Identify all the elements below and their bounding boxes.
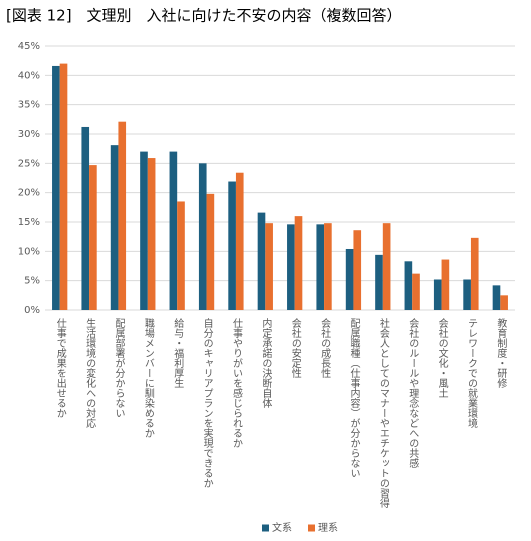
bar	[89, 165, 97, 310]
bar	[265, 223, 273, 310]
bar	[441, 259, 450, 310]
x-tick-label: 教育制度・研修	[495, 317, 507, 389]
y-tick-label: 0%	[24, 305, 40, 316]
bar	[412, 273, 420, 310]
x-tick-label: 仕事やりがいを感じられるか	[230, 317, 242, 448]
bar	[287, 224, 295, 310]
y-tick-label: 15%	[18, 217, 40, 228]
bar	[353, 230, 362, 310]
bar	[81, 126, 90, 311]
bar	[177, 201, 185, 310]
bar	[316, 224, 325, 310]
x-tick-label: 自分のキャリアプランを実現できるか	[201, 317, 213, 488]
x-tick-label: 社会人としてのマナーやエチケットの習得	[377, 317, 389, 508]
legend-swatch	[308, 524, 315, 532]
bar	[324, 223, 332, 310]
x-tick-label: 仕事で成果を出せるか	[54, 317, 66, 418]
bar	[500, 295, 508, 310]
x-tick-label: 会社の安定性	[289, 317, 301, 379]
bar	[118, 121, 127, 311]
x-tick-label: 給与・福利厚生	[172, 317, 184, 388]
chart-title: [図表 12] 文理別 入社に向けた不安の内容（複数回答）	[6, 7, 402, 25]
bar	[433, 279, 442, 310]
legend-swatch	[262, 524, 269, 532]
bar	[52, 65, 60, 311]
y-tick-label: 10%	[18, 246, 40, 257]
bar	[198, 163, 207, 310]
bar	[110, 145, 119, 310]
y-tick-label: 45%	[18, 41, 40, 52]
bar	[470, 237, 479, 310]
legend-label: 文系	[272, 521, 292, 534]
y-tick-label: 30%	[18, 129, 40, 140]
bar	[140, 151, 148, 310]
x-tick-label: 職場メンバーに馴染めるか	[142, 318, 154, 438]
x-tick-label: テレワークでの就業環境	[465, 318, 477, 429]
bar	[404, 261, 413, 310]
x-tick-label: 内定承諾の決断自体	[260, 317, 272, 409]
x-tick-label: 会社の文化・風土	[436, 317, 448, 398]
y-tick-label: 25%	[18, 158, 40, 169]
x-tick-label: 会社のルールや理念などへの共感	[407, 317, 419, 468]
x-tick-label: 配属部署が分からない	[113, 318, 125, 418]
bar	[169, 151, 178, 310]
bar	[375, 254, 383, 310]
y-tick-label: 40%	[18, 70, 40, 81]
bar	[345, 248, 354, 310]
bar	[463, 279, 471, 310]
legend-label: 理系	[318, 522, 338, 534]
bar	[492, 285, 501, 310]
y-tick-label: 35%	[18, 100, 40, 111]
x-tick-label: 生活環境の変化への対応	[84, 317, 96, 428]
y-tick-label: 20%	[18, 188, 40, 199]
x-tick-label: 会社の成長性	[319, 317, 331, 379]
bar	[206, 193, 215, 310]
y-tick-label: 5%	[24, 276, 40, 287]
bar	[382, 223, 391, 310]
bar	[147, 158, 156, 310]
bar	[228, 181, 236, 310]
bar	[59, 63, 68, 310]
bar	[294, 216, 303, 310]
x-tick-label: 配属職種（仕事内容）が分からない	[348, 318, 360, 478]
bar	[257, 212, 266, 310]
bar	[235, 172, 244, 310]
